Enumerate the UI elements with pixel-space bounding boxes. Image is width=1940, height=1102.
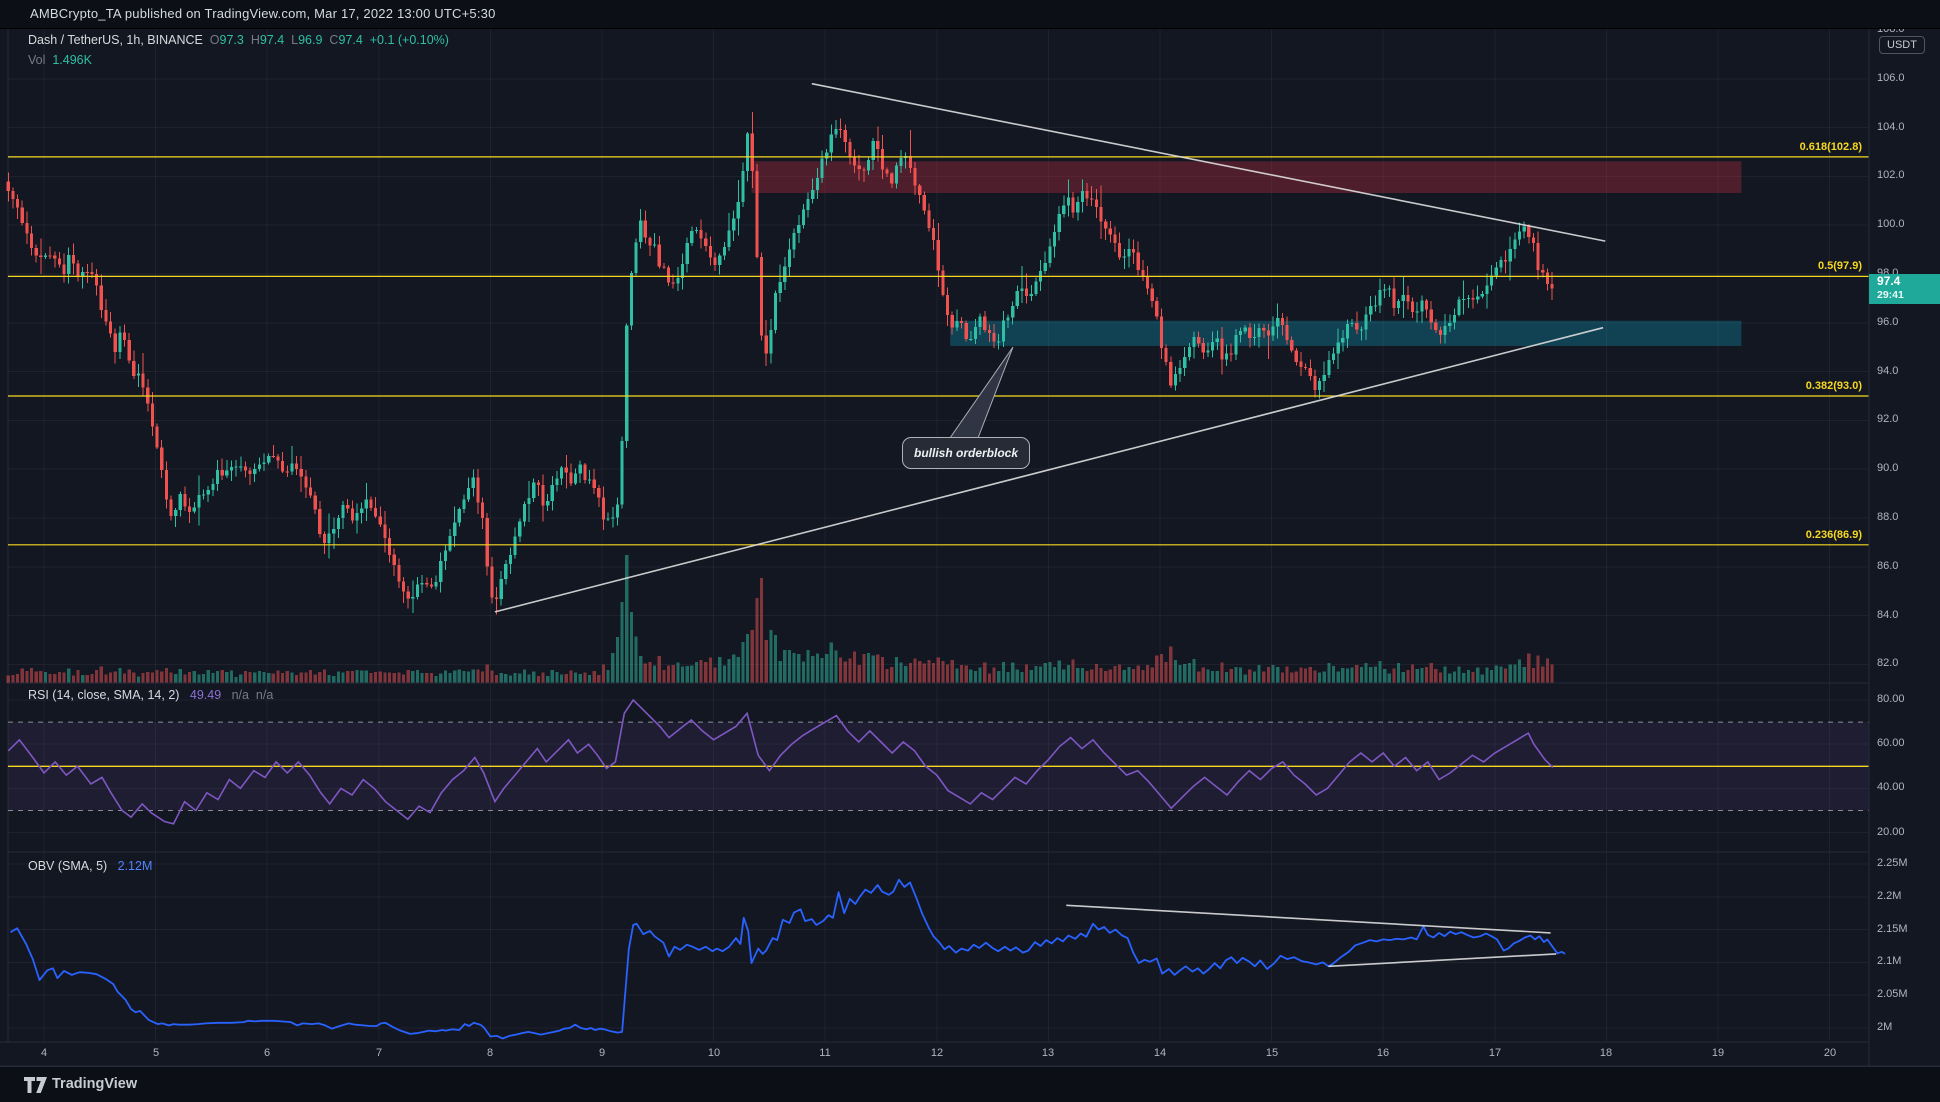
tradingview-logo-icon[interactable] <box>24 1077 48 1093</box>
symbol-legend[interactable]: Dash / TetherUS, 1h, BINANCE O97.3 H97.4… <box>28 33 449 47</box>
symbol-title[interactable]: Dash / TetherUS, 1h, BINANCE <box>28 33 203 47</box>
tradingview-wordmark[interactable]: TradingView <box>52 1076 138 1092</box>
obv-legend[interactable]: OBV (SMA, 5) 2.12M <box>28 859 152 873</box>
time-tick-label: 19 <box>1711 1047 1725 1059</box>
rsi-na1: n/a <box>231 688 249 702</box>
rsi-value: 49.49 <box>189 688 222 702</box>
time-tick-label: 14 <box>1153 1047 1167 1059</box>
trendline-ascending-support <box>494 326 1604 613</box>
price-tick-label: 96.0 <box>1877 316 1899 328</box>
high-label: H <box>250 33 260 47</box>
volume-value: 1.496K <box>52 53 92 67</box>
rsi-tick-label: 60.00 <box>1877 737 1905 749</box>
obv-line <box>10 878 1566 1040</box>
obv-tick-label: 2.1M <box>1877 955 1902 967</box>
price-tick-label: 104.0 <box>1877 121 1905 133</box>
time-tick-label: 20 <box>1823 1047 1837 1059</box>
fib-level-label: 0.618(102.8) <box>1799 141 1862 153</box>
trendlines[interactable] <box>494 82 1606 968</box>
volume-series <box>6 555 1554 683</box>
high-value: 97.4 <box>259 33 285 47</box>
time-tick-label: 9 <box>598 1047 606 1059</box>
price-tick-label: 88.0 <box>1877 511 1899 523</box>
time-tick-label: 18 <box>1599 1047 1613 1059</box>
rsi-tick-label: 80.00 <box>1877 693 1905 705</box>
time-tick-label: 7 <box>375 1047 383 1059</box>
price-tick-label: 92.0 <box>1877 413 1899 425</box>
obv-tick-label: 2.05M <box>1877 988 1908 1000</box>
time-tick-label: 13 <box>1041 1047 1055 1059</box>
fib-level-label: 0.236(86.9) <box>1805 529 1862 541</box>
last-price-badge: 97.4 29:41 <box>1869 274 1940 304</box>
obv-tick-label: 2.15M <box>1877 923 1908 935</box>
change-value: +0.1 (+0.10%) <box>369 33 449 47</box>
time-tick-label: 16 <box>1376 1047 1390 1059</box>
price-tick-label: 106.0 <box>1877 72 1905 84</box>
obv-tick-label: 2.2M <box>1877 890 1902 902</box>
last-price: 97.4 <box>1877 274 1901 288</box>
obv-value: 2.12M <box>117 859 153 873</box>
candles-series <box>6 112 1554 615</box>
price-tick-label: 102.0 <box>1877 169 1905 181</box>
fib-level-label: 0.5(97.9) <box>1817 260 1862 272</box>
price-tick-label: 84.0 <box>1877 609 1899 621</box>
time-tick-label: 4 <box>40 1047 48 1059</box>
published-line: AMBCrypto_TA published on TradingView.co… <box>30 6 496 21</box>
grid <box>8 28 1869 1042</box>
time-tick-label: 6 <box>263 1047 271 1059</box>
time-tick-label: 15 <box>1265 1047 1279 1059</box>
published-header-bar: AMBCrypto_TA published on TradingView.co… <box>0 0 1940 29</box>
tooltip-text: bullish orderblock <box>913 446 1018 460</box>
time-tick-label: 11 <box>819 1047 831 1059</box>
bar-countdown: 29:41 <box>1877 289 1904 301</box>
currency-toggle-button[interactable]: USDT <box>1879 36 1925 54</box>
obv-tick-label: 2M <box>1877 1021 1893 1033</box>
trendline-descending-resistance <box>811 82 1606 242</box>
obv-tick-label: 2.25M <box>1877 857 1908 869</box>
time-tick-label: 8 <box>486 1047 494 1059</box>
rsi-legend[interactable]: RSI (14, close, SMA, 14, 2) 49.49 n/a n/… <box>28 688 273 702</box>
trendline-obv-upper <box>1066 904 1551 934</box>
footer-bar: TradingView <box>0 1066 1940 1102</box>
low-label: L <box>291 33 299 47</box>
price-tick-label: 94.0 <box>1877 365 1899 377</box>
volume-legend[interactable]: Vol 1.496K <box>28 53 92 67</box>
rsi-line <box>7 698 1554 825</box>
price-tick-label: 100.0 <box>1877 218 1905 230</box>
bullish-orderblock-zone[interactable] <box>950 320 1742 346</box>
fib-level-label: 0.382(93.0) <box>1805 380 1862 392</box>
rsi-title[interactable]: RSI (14, close, SMA, 14, 2) <box>28 688 180 702</box>
drawing-label-bullish-orderblock[interactable]: bullish orderblock <box>902 437 1030 469</box>
rsi-tick-label: 40.00 <box>1877 781 1905 793</box>
price-tick-label: 86.0 <box>1877 560 1899 572</box>
time-tick-label: 10 <box>707 1047 721 1059</box>
open-value: 97.3 <box>219 33 244 47</box>
open-label: O <box>209 33 220 47</box>
close-label: C <box>329 33 339 47</box>
close-value: 97.4 <box>338 33 363 47</box>
rsi-tick-label: 20.00 <box>1877 826 1905 838</box>
fib-lines[interactable] <box>8 156 1869 546</box>
volume-label: Vol <box>28 53 46 67</box>
obv-title[interactable]: OBV (SMA, 5) <box>28 859 108 873</box>
price-tick-label: 90.0 <box>1877 462 1899 474</box>
low-value: 96.9 <box>298 33 323 47</box>
time-tick-label: 17 <box>1488 1047 1502 1059</box>
price-tick-label: 82.0 <box>1877 657 1899 669</box>
time-tick-label: 5 <box>152 1047 160 1059</box>
rsi-na2: n/a <box>255 688 274 702</box>
trendline-obv-lower <box>1328 953 1557 968</box>
time-tick-label: 12 <box>930 1047 944 1059</box>
